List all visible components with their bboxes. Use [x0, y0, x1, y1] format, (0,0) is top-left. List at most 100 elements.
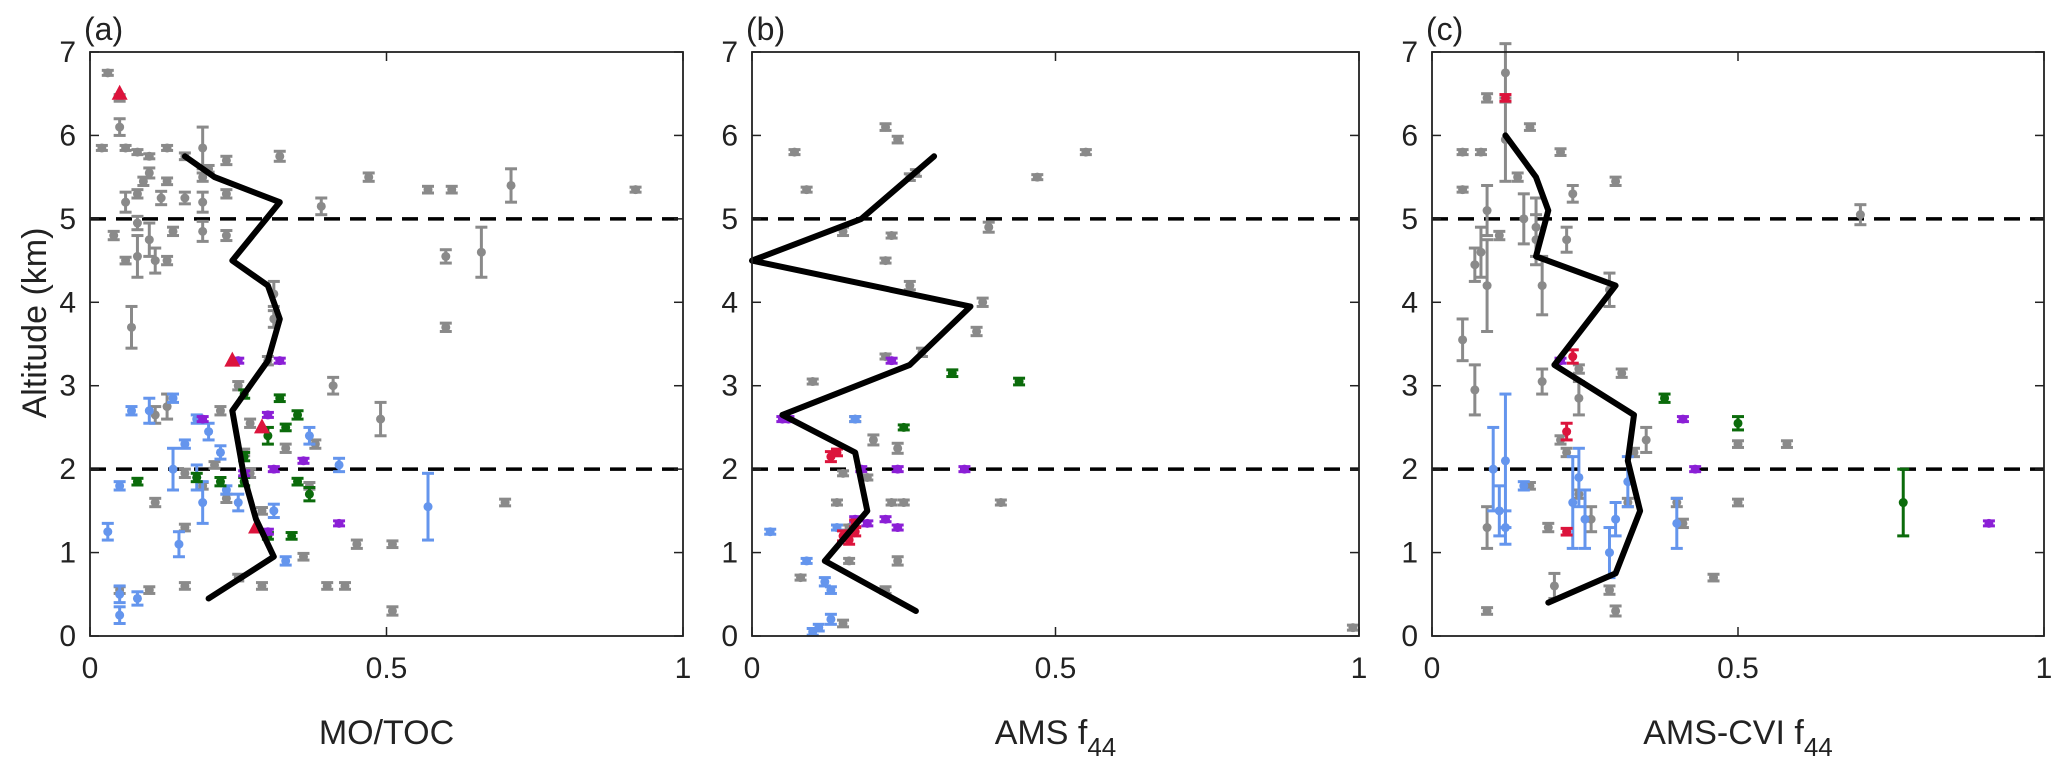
gray-point-marker: [150, 498, 160, 508]
blue-point: [1517, 480, 1530, 492]
panel-label: (c): [1426, 11, 1463, 47]
gray-point: [499, 497, 512, 508]
gray-point-marker: [1482, 523, 1492, 533]
green-point-marker: [275, 393, 285, 403]
y-tick-label: 0: [721, 620, 738, 653]
gray-point-marker: [340, 581, 350, 591]
gray-point: [1481, 606, 1494, 616]
gray-point-marker: [1525, 122, 1535, 132]
gray-point: [107, 229, 120, 242]
gray-point: [273, 149, 286, 163]
gray-point: [143, 221, 156, 258]
blue-point-marker: [115, 610, 125, 620]
blue-point: [178, 438, 191, 450]
gray-point-marker: [215, 406, 225, 416]
blue-point-marker: [127, 406, 137, 416]
green-point: [1897, 467, 1910, 538]
red-point: [1499, 93, 1512, 103]
blue-point-marker: [168, 464, 178, 474]
gray-point-marker: [1482, 606, 1492, 616]
gray-point-marker: [476, 247, 486, 257]
blue-point: [800, 556, 813, 566]
gray-point-marker: [1733, 498, 1743, 508]
purple-point: [261, 410, 274, 420]
gray-point-marker: [245, 418, 255, 428]
gray-point: [95, 143, 108, 153]
gray-point-marker: [281, 443, 291, 453]
green-point-marker: [293, 477, 303, 487]
profile-line: [749, 153, 974, 614]
blue-point: [196, 480, 209, 525]
gray-point-marker: [121, 143, 131, 153]
gray-point: [982, 220, 995, 234]
gray-point-marker: [838, 468, 848, 478]
purple-point-marker: [298, 456, 308, 466]
green-point-marker: [304, 489, 314, 499]
blue-point-marker: [1500, 456, 1510, 466]
gray-point-marker: [162, 402, 172, 412]
gray-point-marker: [115, 122, 125, 132]
blue-point-marker: [221, 485, 231, 495]
purple-point: [1982, 518, 1995, 528]
gray-point: [131, 188, 144, 200]
x-tick-label: 1: [2036, 652, 2053, 685]
x-tick-label: 1: [1351, 652, 1368, 685]
gray-point: [279, 442, 292, 454]
y-tick-label: 5: [1401, 203, 1418, 236]
x-tick-label: 0: [1424, 652, 1441, 685]
y-tick-label: 4: [59, 286, 76, 319]
purple-point: [861, 518, 874, 528]
gray-point-marker: [221, 155, 231, 165]
blue-point: [214, 444, 227, 461]
blue-point-marker: [215, 447, 225, 457]
gray-point: [327, 375, 340, 396]
gray-point-marker: [631, 185, 641, 195]
y-tick-label: 1: [1401, 537, 1418, 570]
blue-point-marker: [808, 627, 818, 637]
gray-point: [101, 68, 114, 78]
gray-point: [297, 551, 310, 562]
green-point: [303, 485, 316, 503]
gray-point: [244, 417, 257, 429]
gray-point-marker: [881, 122, 891, 132]
gray-point: [891, 441, 904, 455]
green-point: [291, 476, 304, 487]
purple-point-marker: [887, 356, 897, 366]
blue-point-marker: [198, 498, 208, 508]
gray-point-marker: [1458, 335, 1468, 345]
gray-point-marker: [316, 201, 326, 211]
blue-point: [267, 502, 280, 520]
gray-point: [220, 154, 233, 167]
green-point-marker: [281, 422, 291, 432]
gray-point-marker: [180, 581, 190, 591]
gray-point: [1031, 172, 1044, 182]
panel-2: 0 1 2 3 4 5 6 7 0 0.5 1 AMS f44 (b): [721, 11, 1367, 762]
gray-point-marker: [1494, 231, 1504, 241]
gray-point-marker: [1458, 185, 1468, 195]
red-point-marker: [832, 447, 842, 457]
gray-point: [891, 555, 904, 567]
green-point-marker: [1898, 498, 1908, 508]
gray-point: [1456, 147, 1469, 157]
gray-point: [161, 143, 174, 153]
purple-point-marker: [959, 464, 969, 474]
gray-point: [837, 618, 850, 629]
y-tick-label: 7: [721, 36, 738, 69]
red-point: [830, 447, 843, 458]
gray-point-marker: [1482, 93, 1492, 103]
gray-point: [1481, 238, 1494, 333]
gray-point-marker: [905, 281, 915, 291]
gray-point: [843, 556, 856, 566]
blue-point: [849, 414, 862, 424]
gray-point-marker: [198, 197, 208, 207]
gray-point: [1481, 92, 1494, 104]
purple-point: [267, 464, 280, 474]
gray-point-marker: [506, 180, 516, 190]
gray-point: [903, 279, 916, 292]
gray-point-marker: [210, 460, 220, 470]
gray-point-marker: [1611, 606, 1621, 616]
gray-point-marker: [1476, 147, 1486, 157]
gray-point-marker: [881, 256, 891, 266]
x-axis-label-main: AMS f: [995, 714, 1088, 752]
